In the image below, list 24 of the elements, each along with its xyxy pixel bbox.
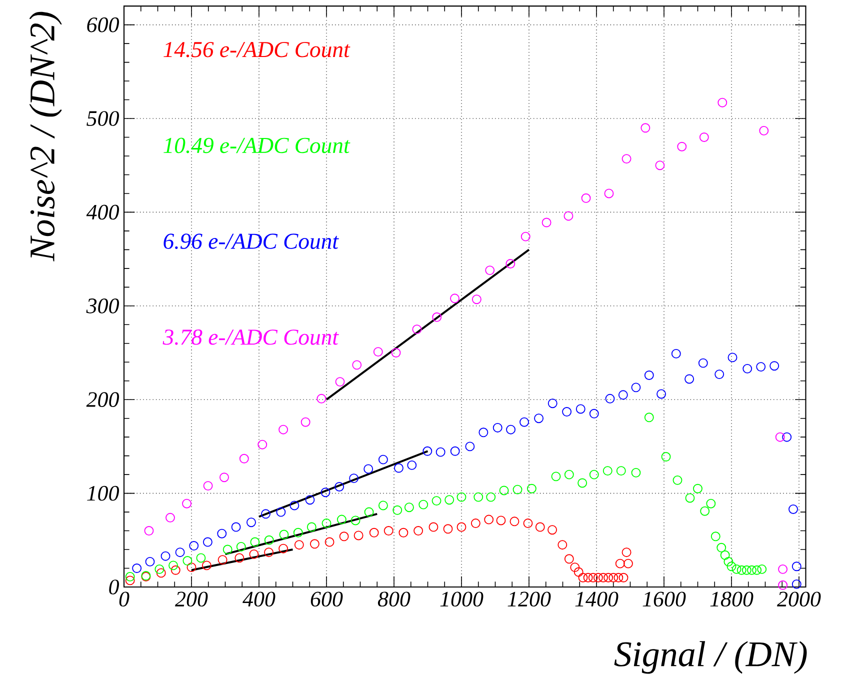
text: 10.49 e-/ADC Count: [164, 138, 350, 154]
series-label: 3.78 e-/ADC Count: [162, 330, 339, 345]
text: 6.96 e-/ADC Count: [164, 234, 339, 250]
x-tick-label: 400: [242, 592, 276, 607]
x-tick-label: 2000: [777, 592, 821, 607]
text: 14.56 e-/ADC Count: [164, 42, 350, 58]
x-axis-title: Signal / (DN): [614, 641, 807, 674]
y-tick-label: 100: [87, 486, 120, 501]
y-tick-label: 200: [86, 392, 120, 408]
y-tick-label: 0: [109, 580, 120, 594]
x-tick-label: 600: [310, 592, 343, 607]
y-tick-label: 300: [86, 298, 120, 314]
y-tick-label: 600: [87, 17, 120, 32]
y-axis-title: Noise^2 / (DN^2): [29, 12, 62, 262]
y-tick-label: 500: [86, 111, 120, 126]
x-tick-label: 1600: [642, 592, 686, 607]
x-tick-label: 0: [119, 592, 130, 607]
x-tick-label: 1200: [508, 592, 551, 607]
x-tick-label: 200: [175, 592, 208, 607]
y-tick-label: 400: [86, 204, 120, 220]
x-tick-label: 1800: [710, 592, 754, 607]
x-tick-label: 800: [378, 592, 410, 607]
x-tick-label: 1400: [575, 592, 618, 607]
x-tick-label: 1000: [440, 592, 484, 607]
